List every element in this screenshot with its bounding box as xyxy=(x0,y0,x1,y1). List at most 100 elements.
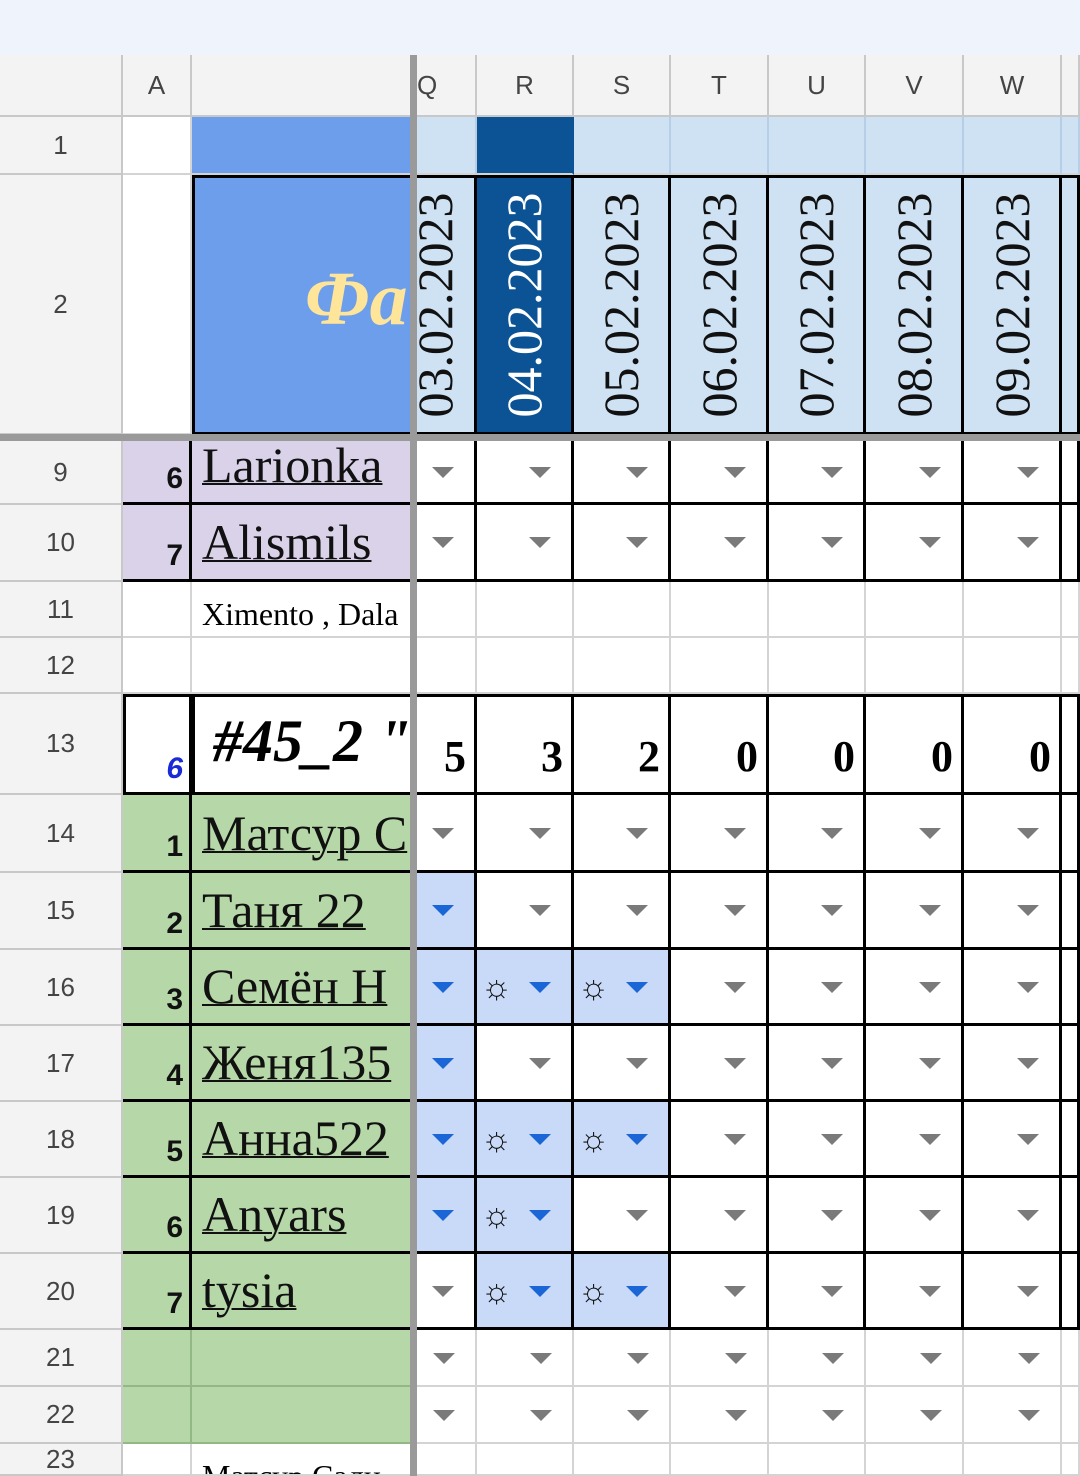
dropdown-arrow-icon[interactable] xyxy=(529,537,551,548)
dropdown-arrow-icon[interactable] xyxy=(529,1285,551,1297)
data-cell[interactable] xyxy=(866,1387,964,1444)
data-cell[interactable] xyxy=(671,441,769,505)
data-cell[interactable] xyxy=(964,1444,1062,1476)
row-header[interactable]: 21 xyxy=(0,1330,123,1387)
dropdown-arrow-icon[interactable] xyxy=(919,1285,941,1297)
column-header[interactable] xyxy=(1062,55,1080,117)
dropdown-arrow-icon[interactable] xyxy=(1017,1285,1039,1297)
dropdown-arrow-icon[interactable] xyxy=(821,905,843,916)
dropdown-arrow-icon[interactable] xyxy=(432,905,454,916)
data-cell[interactable] xyxy=(1062,1178,1080,1254)
data-cell[interactable] xyxy=(1062,873,1080,950)
data-cell[interactable] xyxy=(964,873,1062,950)
data-cell[interactable] xyxy=(964,795,1062,873)
dropdown-arrow-icon[interactable] xyxy=(919,1133,941,1145)
data-cell[interactable] xyxy=(769,795,866,873)
data-cell[interactable] xyxy=(417,505,477,582)
dropdown-arrow-icon[interactable] xyxy=(626,827,648,839)
cell-a[interactable] xyxy=(123,1444,192,1476)
row-header[interactable]: 1 xyxy=(0,117,123,175)
column-header[interactable]: R xyxy=(477,55,574,117)
dropdown-arrow-icon[interactable] xyxy=(1017,537,1039,548)
data-cell[interactable] xyxy=(417,1444,477,1476)
dropdown-arrow-icon[interactable] xyxy=(529,905,551,916)
dropdown-arrow-icon[interactable] xyxy=(626,466,648,478)
cell-name[interactable]: Матсур Сали xyxy=(192,1444,417,1476)
dropdown-arrow-icon[interactable] xyxy=(627,1352,649,1364)
dropdown-arrow-icon[interactable] xyxy=(821,537,843,548)
data-cell[interactable] xyxy=(769,1102,866,1178)
dropdown-arrow-icon[interactable] xyxy=(822,1409,844,1421)
data-cell[interactable] xyxy=(769,1178,866,1254)
dropdown-arrow-icon[interactable] xyxy=(1017,1057,1039,1069)
row-header[interactable]: 20 xyxy=(0,1254,123,1330)
dropdown-arrow-icon[interactable] xyxy=(432,537,454,548)
data-cell[interactable] xyxy=(769,1026,866,1102)
row-header[interactable]: 17 xyxy=(0,1026,123,1102)
cell-a[interactable]: 6 xyxy=(123,694,192,795)
data-cell[interactable] xyxy=(964,1387,1062,1444)
data-cell[interactable] xyxy=(866,505,964,582)
dropdown-arrow-icon[interactable] xyxy=(919,1057,941,1069)
data-cell[interactable] xyxy=(964,1026,1062,1102)
data-cell[interactable] xyxy=(477,1387,574,1444)
date-header[interactable]: 07.02.2023 xyxy=(769,175,866,435)
data-cell[interactable]: 2 xyxy=(574,694,671,795)
date-header-top[interactable] xyxy=(417,117,477,175)
data-cell[interactable] xyxy=(1062,795,1080,873)
dropdown-arrow-icon[interactable] xyxy=(724,1285,746,1297)
data-cell[interactable] xyxy=(1062,1444,1080,1476)
data-cell[interactable] xyxy=(477,1026,574,1102)
dropdown-arrow-icon[interactable] xyxy=(821,827,843,839)
data-cell[interactable] xyxy=(671,873,769,950)
data-cell[interactable] xyxy=(769,441,866,505)
data-cell[interactable] xyxy=(671,795,769,873)
data-cell[interactable] xyxy=(477,873,574,950)
data-cell[interactable] xyxy=(866,582,964,638)
dropdown-arrow-icon[interactable] xyxy=(725,1352,747,1364)
cell-name[interactable]: Ximento , Dala xyxy=(192,582,417,638)
dropdown-arrow-icon[interactable] xyxy=(530,1409,552,1421)
column-header[interactable]: T xyxy=(671,55,769,117)
data-cell[interactable] xyxy=(1062,694,1080,795)
column-header[interactable]: Q xyxy=(417,55,477,117)
data-cell[interactable] xyxy=(964,950,1062,1026)
data-cell[interactable] xyxy=(574,441,671,505)
dropdown-arrow-icon[interactable] xyxy=(1017,466,1039,478)
data-cell[interactable] xyxy=(417,795,477,873)
data-cell[interactable] xyxy=(574,1026,671,1102)
data-cell[interactable] xyxy=(866,1444,964,1476)
data-cell[interactable] xyxy=(417,1178,477,1254)
dropdown-arrow-icon[interactable] xyxy=(821,1285,843,1297)
dropdown-arrow-icon[interactable] xyxy=(1018,1352,1040,1364)
cell-a[interactable] xyxy=(123,175,192,435)
data-cell[interactable] xyxy=(574,873,671,950)
data-cell[interactable] xyxy=(866,638,964,694)
cell-a[interactable]: 4 xyxy=(123,1026,192,1102)
row-header[interactable]: 2 xyxy=(0,175,123,435)
data-cell[interactable] xyxy=(574,505,671,582)
dropdown-arrow-icon[interactable] xyxy=(1017,905,1039,916)
dropdown-arrow-icon[interactable] xyxy=(432,1209,454,1221)
data-cell[interactable] xyxy=(866,1254,964,1330)
cell-name[interactable]: #45_2 " xyxy=(192,694,417,795)
cell-name[interactable]: Семён Н xyxy=(192,950,417,1026)
cell-a[interactable] xyxy=(123,117,192,175)
data-cell[interactable] xyxy=(769,950,866,1026)
data-cell[interactable] xyxy=(964,1254,1062,1330)
date-header-top[interactable] xyxy=(477,117,574,175)
dropdown-arrow-icon[interactable] xyxy=(919,537,941,548)
data-cell[interactable] xyxy=(866,1178,964,1254)
data-cell[interactable]: ☼ xyxy=(477,950,574,1026)
dropdown-arrow-icon[interactable] xyxy=(822,1352,844,1364)
data-cell[interactable] xyxy=(671,638,769,694)
date-header[interactable] xyxy=(1062,175,1080,435)
date-header-top[interactable] xyxy=(574,117,671,175)
data-cell[interactable]: ☼ xyxy=(477,1178,574,1254)
data-cell[interactable] xyxy=(866,1330,964,1387)
cell-a[interactable]: 7 xyxy=(123,505,192,582)
dropdown-arrow-icon[interactable] xyxy=(919,1209,941,1221)
data-cell[interactable]: 0 xyxy=(964,694,1062,795)
data-cell[interactable] xyxy=(866,441,964,505)
row-header[interactable]: 14 xyxy=(0,795,123,873)
